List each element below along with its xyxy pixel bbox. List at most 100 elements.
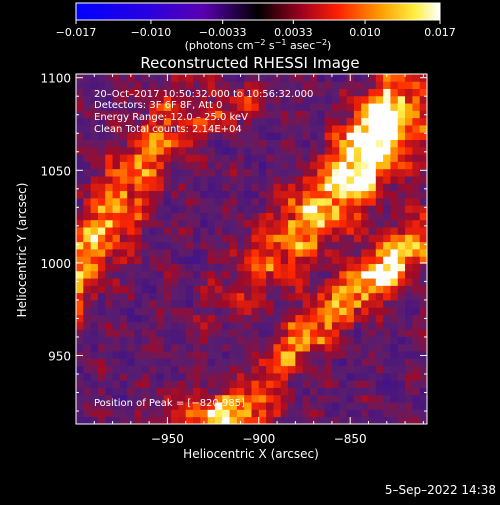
heatmap-cell [405, 197, 413, 206]
heatmap-cell [266, 358, 274, 367]
heatmap-cell [317, 314, 326, 323]
heatmap-cell [397, 183, 406, 192]
heatmap-cell [112, 110, 121, 119]
heatmap-cell [229, 372, 238, 381]
heatmap-cell [127, 409, 135, 418]
heatmap-cell [141, 139, 150, 148]
heatmap-cell [412, 241, 421, 250]
heatmap-cell [149, 234, 157, 243]
heatmap-cell [302, 197, 311, 206]
heatmap-cell [390, 110, 399, 119]
heatmap-cell [244, 387, 252, 396]
heatmap-cell [361, 212, 369, 221]
heatmap-cell [419, 249, 427, 257]
heatmap-cell [156, 205, 165, 213]
heatmap-cell [171, 161, 179, 170]
heatmap-cell [156, 336, 165, 345]
heatmap-cell [207, 380, 216, 388]
heatmap-cell [185, 125, 194, 133]
heatmap-cell [90, 394, 99, 403]
heatmap-cell [193, 139, 201, 148]
heatmap-cell [310, 380, 318, 388]
heatmap-cell [134, 168, 143, 177]
heatmap-cell [368, 190, 377, 199]
heatmap-cell [229, 336, 238, 345]
heatmap-cell [346, 336, 355, 345]
heatmap-cell [83, 227, 92, 235]
heatmap-cell [134, 234, 143, 243]
heatmap-cell [368, 365, 377, 374]
heatmap-cell [127, 176, 135, 184]
heatmap-cell [412, 190, 421, 199]
heatmap-cell [97, 88, 106, 97]
heatmap-cell [134, 314, 143, 323]
heatmap-cell [405, 117, 413, 126]
heatmap-cell [214, 110, 223, 119]
heatmap-cell [214, 212, 223, 221]
heatmap-cell [222, 132, 230, 141]
heatmap-cell [185, 88, 194, 97]
heatmap-cell [83, 409, 92, 418]
heatmap-cell [90, 263, 99, 272]
heatmap-cell [419, 292, 427, 301]
heatmap-cell [236, 285, 245, 294]
heatmap-cell [214, 285, 223, 294]
heatmap-cell [236, 110, 245, 119]
heatmap-cell [163, 139, 172, 148]
heatmap-cell [149, 212, 157, 221]
heatmap-cell [310, 314, 318, 323]
heatmap-cell [266, 103, 274, 111]
heatmap-cell [156, 74, 165, 82]
heatmap-cell [178, 351, 187, 359]
heatmap-cell [324, 212, 333, 221]
heatmap-cell [236, 132, 245, 141]
heatmap-cell [141, 314, 150, 323]
heatmap-cell [214, 409, 223, 418]
heatmap-cell [339, 95, 347, 104]
heatmap-cell [317, 249, 326, 257]
heatmap-cell [412, 285, 421, 294]
heatmap-cell [222, 292, 230, 301]
heatmap-cell [412, 278, 421, 286]
heatmap-cell [134, 176, 143, 184]
heatmap-cell [193, 154, 201, 162]
heatmap-cell [302, 103, 311, 111]
heatmap-cell [383, 161, 391, 170]
heatmap-cell [266, 292, 274, 301]
heatmap-cell [310, 351, 318, 359]
heatmap-cell [302, 263, 311, 272]
heatmap-cell [185, 190, 194, 199]
heatmap-cell [280, 176, 289, 184]
heatmap-cell [419, 336, 427, 345]
heatmap-cell [324, 300, 333, 308]
heatmap-cell [178, 205, 187, 213]
heatmap-cell [156, 183, 165, 192]
heatmap-cell [244, 74, 252, 82]
heatmap-cell [258, 88, 267, 97]
heatmap-cell [119, 183, 128, 192]
heatmap-cell [76, 292, 84, 301]
heatmap-cell [383, 402, 391, 410]
heatmap-cell [185, 241, 194, 250]
heatmap-cell [207, 132, 216, 141]
heatmap-cell [112, 117, 121, 126]
heatmap-cell [97, 176, 106, 184]
heatmap-cell [97, 307, 106, 316]
heatmap-cell [105, 81, 113, 89]
heatmap-cell [112, 183, 121, 192]
heatmap-cell [178, 183, 187, 192]
heatmap-cell [119, 241, 128, 250]
heatmap-cell [339, 278, 347, 286]
heatmap-cell [280, 241, 289, 250]
heatmap-cell [163, 205, 172, 213]
heatmap-cell [368, 139, 377, 148]
heatmap-cell [141, 394, 150, 403]
heatmap-cell [280, 351, 289, 359]
heatmap-cell [90, 358, 99, 367]
heatmap-cell [405, 212, 413, 221]
heatmap-cell [207, 336, 216, 345]
heatmap-cell [419, 190, 427, 199]
x-tick-label: −900 [242, 432, 275, 446]
heatmap-cell [236, 125, 245, 133]
heatmap-cell [397, 103, 406, 111]
